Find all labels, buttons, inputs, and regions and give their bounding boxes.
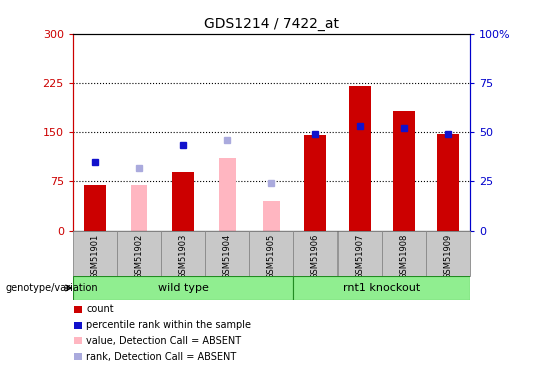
Text: GSM51907: GSM51907	[355, 234, 364, 279]
Text: GSM51902: GSM51902	[134, 234, 144, 279]
Bar	[74, 337, 82, 345]
Text: GSM51909: GSM51909	[443, 234, 452, 279]
Bar	[73, 276, 293, 300]
Text: wild type: wild type	[158, 283, 208, 293]
Bar	[293, 231, 338, 276]
Bar	[74, 353, 82, 360]
Bar	[219, 158, 235, 231]
Bar	[74, 321, 82, 329]
Text: genotype/variation: genotype/variation	[5, 283, 98, 293]
Bar	[161, 231, 205, 276]
Bar	[348, 86, 370, 231]
Bar	[131, 185, 147, 231]
Bar	[117, 231, 161, 276]
Text: GSM51906: GSM51906	[311, 234, 320, 279]
Text: GSM51903: GSM51903	[179, 234, 188, 279]
Bar	[437, 134, 459, 231]
Bar	[305, 135, 327, 231]
Text: rank, Detection Call = ABSENT: rank, Detection Call = ABSENT	[86, 352, 237, 362]
Bar	[382, 231, 426, 276]
Text: GSM51905: GSM51905	[267, 234, 276, 279]
Text: GSM51908: GSM51908	[399, 234, 408, 279]
Bar	[393, 111, 415, 231]
Bar	[73, 231, 117, 276]
Text: GSM51904: GSM51904	[223, 234, 232, 279]
Text: count: count	[86, 304, 114, 314]
Text: percentile rank within the sample: percentile rank within the sample	[86, 320, 252, 330]
Bar	[84, 185, 106, 231]
Bar	[205, 231, 249, 276]
Bar	[338, 231, 382, 276]
Bar	[74, 306, 82, 313]
Bar	[172, 172, 194, 231]
Text: rnt1 knockout: rnt1 knockout	[343, 283, 420, 293]
Bar	[426, 231, 470, 276]
Text: value, Detection Call = ABSENT: value, Detection Call = ABSENT	[86, 336, 241, 346]
Bar	[263, 201, 280, 231]
Title: GDS1214 / 7422_at: GDS1214 / 7422_at	[204, 17, 339, 32]
Bar	[293, 276, 470, 300]
Bar	[249, 231, 293, 276]
Text: GSM51901: GSM51901	[91, 234, 99, 279]
